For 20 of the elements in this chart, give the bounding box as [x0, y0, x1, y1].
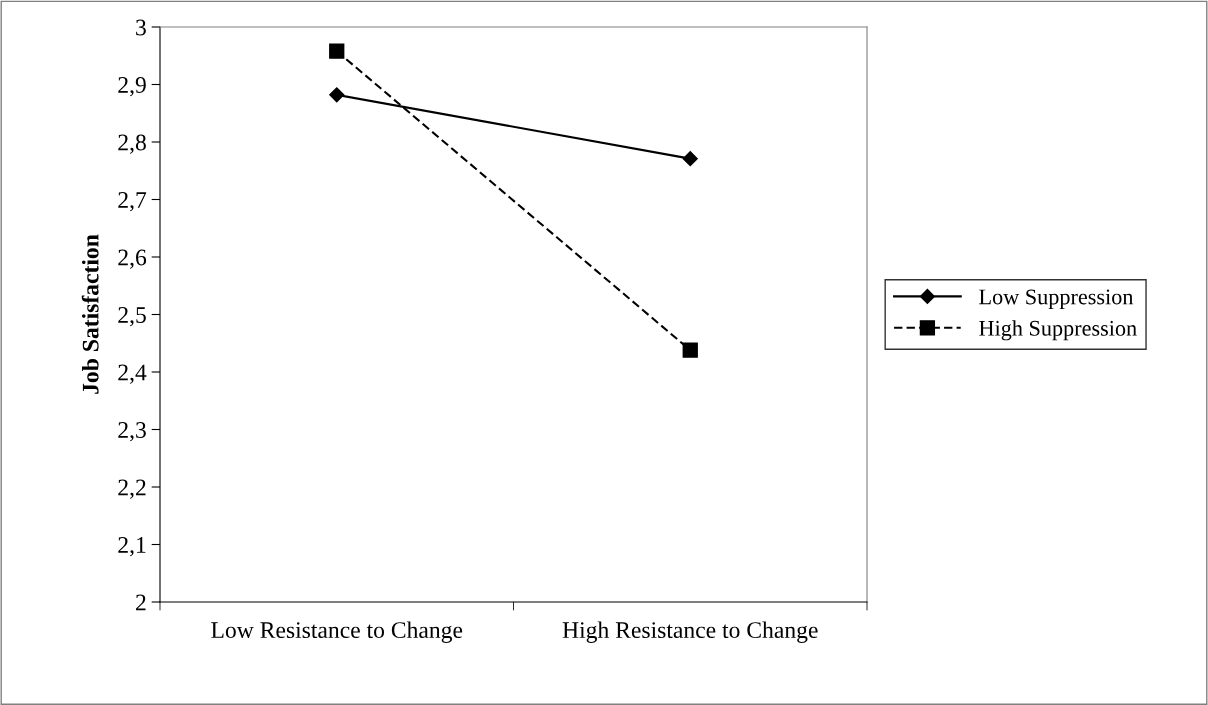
- y-tick-label: 2,2: [118, 479, 146, 499]
- y-tick-label: 3: [136, 19, 146, 36]
- point: [682, 342, 698, 358]
- point: [329, 43, 345, 59]
- x-tick-label: High Resistance to Change: [562, 621, 818, 643]
- y-tick-label: 2,7: [118, 192, 147, 212]
- y-tick-label: 2,4: [118, 364, 147, 384]
- point: [329, 87, 345, 103]
- legend-label: High Suppression: [979, 320, 1137, 341]
- point: [682, 151, 698, 167]
- y-tick-label: 2,3: [118, 422, 146, 442]
- y-tick-label: 2,1: [118, 537, 146, 557]
- legend-label: Low Suppression: [979, 289, 1134, 309]
- y-axis-title: Job Satisfaction: [81, 234, 99, 394]
- x-tick-label: Low Resistance to Change: [211, 621, 463, 643]
- y-tick-label: 2,8: [118, 134, 146, 154]
- y-tick-label: 2,9: [118, 77, 146, 97]
- y-tick-label: 2,6: [118, 249, 147, 269]
- y-tick-label: 2: [136, 594, 146, 611]
- y-tick-label: 2,5: [118, 307, 146, 327]
